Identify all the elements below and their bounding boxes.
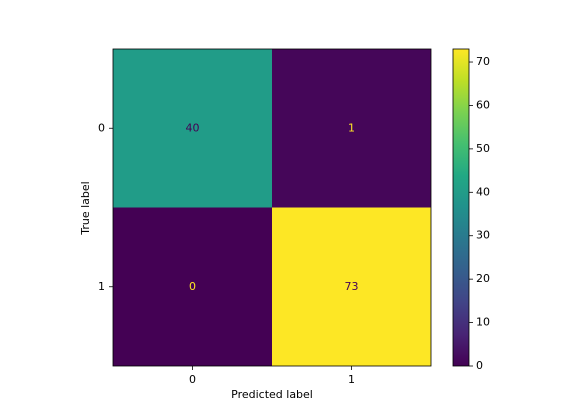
colorbar-tick-label: 0 [476,359,483,372]
heatmap-cell [272,49,431,208]
cell-label: 0 [189,280,196,293]
colorbar-tick-label: 30 [476,229,490,242]
colorbar-tick-label: 20 [476,272,490,285]
colorbar-tick-label: 50 [476,142,490,155]
colorbar-tick-label: 10 [476,316,490,329]
x-tick-label: 1 [348,373,355,386]
colorbar [452,48,470,367]
heatmap-cell [272,207,431,366]
cell-label: 73 [345,280,359,293]
y-tick-label: 0 [98,121,105,134]
heatmap-cell [113,49,272,208]
plot-frame [112,48,432,367]
cell-label: 40 [186,121,200,134]
y-axis-label: True label [79,181,92,235]
colorbar-tick-label: 40 [476,185,490,198]
heatmap-cell [113,207,272,366]
x-tick-label: 0 [189,373,196,386]
x-axis-label: Predicted label [231,388,313,401]
colorbar-tick-label: 60 [476,98,490,111]
cell-label: 1 [348,121,355,134]
y-tick-label: 1 [98,280,105,293]
colorbar-tick-label: 70 [476,55,490,68]
